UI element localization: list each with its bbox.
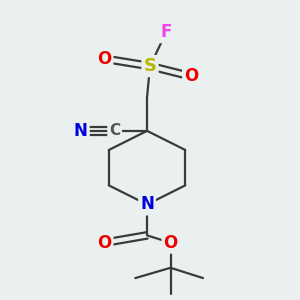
Text: F: F	[160, 23, 172, 41]
Text: O: O	[97, 234, 112, 252]
Text: C: C	[109, 123, 120, 138]
Text: O: O	[97, 50, 112, 68]
Text: O: O	[184, 68, 198, 85]
Text: N: N	[140, 196, 154, 214]
Text: O: O	[164, 234, 178, 252]
Text: N: N	[74, 122, 88, 140]
Text: S: S	[143, 57, 157, 75]
